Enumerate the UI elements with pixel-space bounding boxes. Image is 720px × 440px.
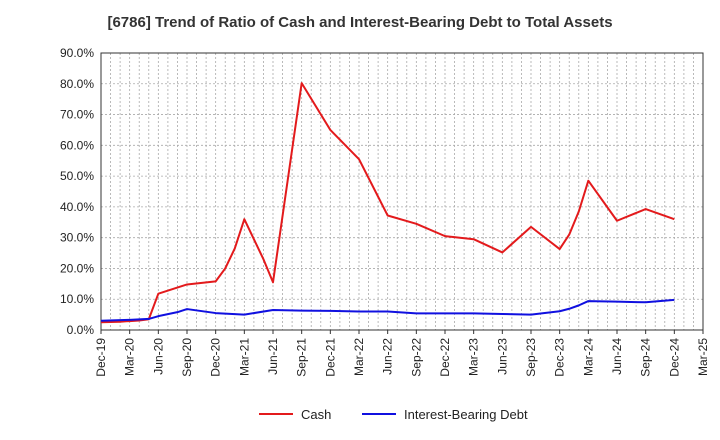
x-tick-label: Jun-22 bbox=[381, 338, 395, 375]
x-tick-label: Jun-24 bbox=[610, 338, 624, 375]
y-axis-ticks: 0.0% 10.0% 20.0% 30.0% 40.0% 50.0% 60.0% 70.0% 8… bbox=[60, 46, 94, 337]
x-tick-label: Dec-23 bbox=[553, 338, 567, 377]
y-tick-label: 20.0% bbox=[60, 261, 94, 275]
x-tick-label: Sep-24 bbox=[639, 338, 653, 377]
x-tick-label: Dec-22 bbox=[438, 338, 452, 377]
y-tick-label: 10.0% bbox=[60, 292, 94, 306]
x-tick-label: Jun-20 bbox=[151, 338, 165, 375]
y-tick-label: 70.0% bbox=[60, 108, 94, 122]
legend-label: Cash bbox=[301, 407, 331, 422]
x-tick-label: Sep-23 bbox=[524, 338, 538, 377]
x-tick-label: Mar-22 bbox=[352, 338, 366, 376]
legend-label: Interest-Bearing Debt bbox=[404, 407, 528, 422]
x-tick-label: Mar-20 bbox=[123, 338, 137, 376]
x-tick-label: Dec-20 bbox=[209, 338, 223, 377]
x-tick-label: Sep-21 bbox=[295, 338, 309, 377]
x-tick-label: Sep-22 bbox=[409, 338, 423, 377]
x-tick-label: Dec-24 bbox=[667, 338, 681, 377]
series-lines bbox=[100, 82, 675, 324]
grid bbox=[100, 52, 704, 331]
y-tick-label: 0.0% bbox=[67, 323, 95, 337]
x-tick-label: Jun-23 bbox=[495, 338, 509, 375]
legend: Cash Interest-Bearing Debt bbox=[259, 407, 528, 422]
y-tick-label: 90.0% bbox=[60, 46, 94, 60]
x-tick-label: Jun-21 bbox=[266, 338, 280, 375]
x-tick-label: Mar-23 bbox=[467, 338, 481, 376]
y-tick-label: 30.0% bbox=[60, 231, 94, 245]
y-tick-label: 40.0% bbox=[60, 200, 94, 214]
x-tick-label: Mar-25 bbox=[696, 338, 710, 376]
plot-area-frame bbox=[100, 52, 704, 331]
x-tick-label: Dec-19 bbox=[94, 338, 108, 377]
x-tick-label: Mar-21 bbox=[237, 338, 251, 376]
x-tick-label: Dec-21 bbox=[323, 338, 337, 377]
chart-title: [6786] Trend of Ratio of Cash and Intere… bbox=[107, 14, 613, 31]
y-tick-label: 60.0% bbox=[60, 138, 94, 152]
y-tick-label: 80.0% bbox=[60, 77, 94, 91]
series-line-interest-bearing-debt bbox=[100, 298, 675, 322]
x-tick-label: Sep-20 bbox=[180, 338, 194, 377]
y-tick-label: 50.0% bbox=[60, 169, 94, 183]
x-axis-ticks: Dec-19 Mar-20 Jun-20 Sep-20 Dec-20 Mar-21 Jun-… bbox=[94, 330, 710, 377]
x-tick-label: Mar-24 bbox=[581, 338, 595, 376]
